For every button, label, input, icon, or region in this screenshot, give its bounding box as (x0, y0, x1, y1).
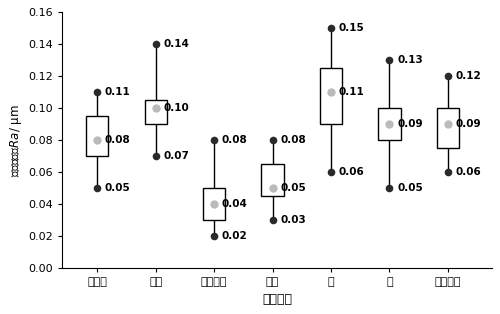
Text: 0.02: 0.02 (222, 231, 248, 241)
Bar (378, 108, 400, 140)
Bar (320, 68, 342, 124)
Text: 0.13: 0.13 (397, 55, 423, 65)
Text: 0.07: 0.07 (164, 151, 189, 161)
Bar (203, 188, 226, 220)
Text: 0.08: 0.08 (280, 135, 306, 145)
Text: 0.09: 0.09 (397, 119, 422, 129)
Text: 0.14: 0.14 (164, 39, 189, 49)
Bar (437, 108, 459, 148)
Y-axis label: 表面粗糙度$Ra$/ μm: 表面粗糙度$Ra$/ μm (8, 104, 24, 176)
Text: 0.05: 0.05 (397, 183, 423, 193)
Text: 0.08: 0.08 (222, 135, 248, 145)
Bar (86, 116, 108, 156)
Text: 0.12: 0.12 (456, 71, 481, 81)
Text: 0.15: 0.15 (338, 23, 364, 33)
Text: 0.06: 0.06 (456, 167, 481, 177)
Bar (262, 164, 283, 196)
Text: 0.04: 0.04 (222, 199, 248, 209)
Text: 0.11: 0.11 (105, 87, 130, 97)
Text: 0.09: 0.09 (456, 119, 481, 129)
Text: 0.11: 0.11 (338, 87, 364, 97)
Text: 0.05: 0.05 (105, 183, 130, 193)
Text: 0.06: 0.06 (338, 167, 364, 177)
Text: 0.10: 0.10 (164, 103, 189, 113)
X-axis label: 电镀类型: 电镀类型 (262, 293, 292, 306)
Text: 0.08: 0.08 (105, 135, 130, 145)
Bar (144, 100, 167, 124)
Text: 0.05: 0.05 (280, 183, 306, 193)
Text: 0.03: 0.03 (280, 215, 306, 225)
